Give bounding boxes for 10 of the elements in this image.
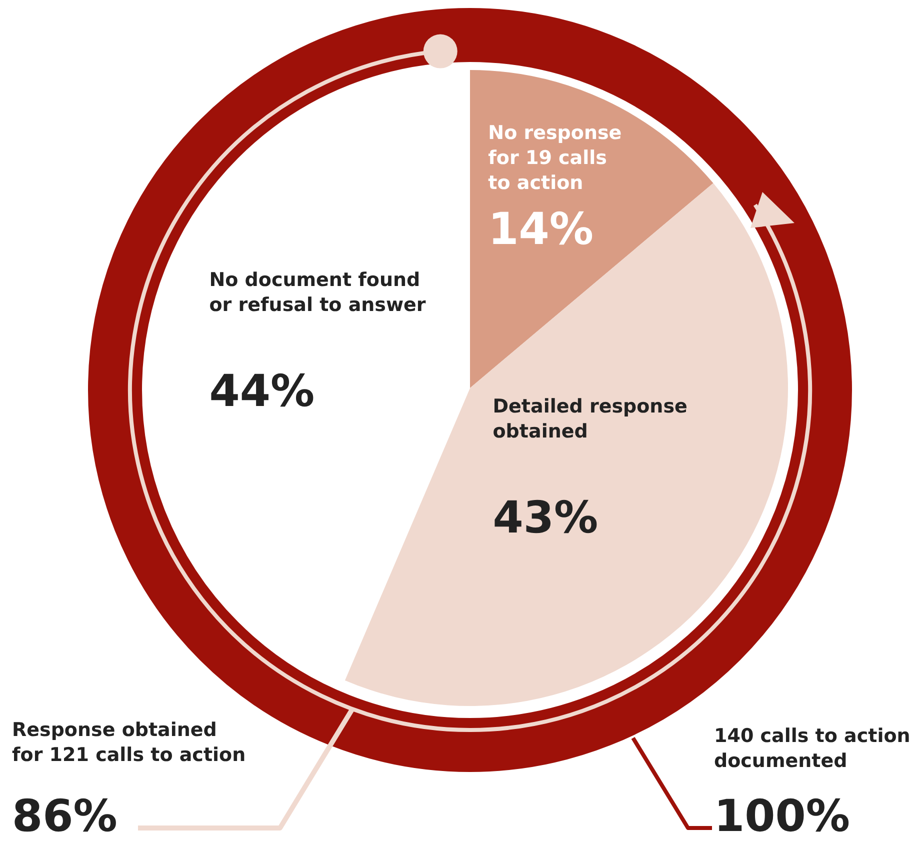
slice-label: No document found or refusal to answer (209, 269, 426, 316)
data-label: 14% (488, 204, 594, 256)
slice-label: Detailed response obtained (492, 396, 688, 443)
slice-label: No response for 19 calls to action (488, 122, 622, 194)
text: 100% (714, 790, 851, 844)
data-label: 44% (209, 366, 315, 418)
text: Response obtained for 121 calls to action (12, 718, 247, 768)
data-label: 43% (492, 492, 598, 544)
text: 86% (12, 790, 118, 844)
text: 140 calls to action documented (714, 724, 912, 774)
